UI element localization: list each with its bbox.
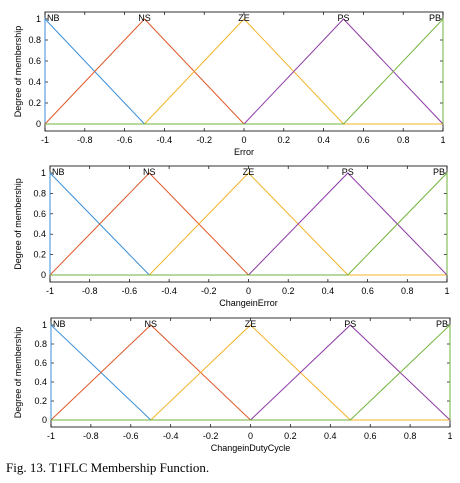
- y-tick-label: 0: [36, 119, 41, 129]
- x-tick-label: -0.4: [161, 286, 177, 296]
- x-tick-label: 0: [246, 286, 251, 296]
- x-tick-label: 1: [440, 135, 445, 145]
- x-tick-label: 0: [241, 135, 246, 145]
- y-tick-label: 0.4: [28, 77, 41, 87]
- x-tick-label: 0.8: [401, 286, 414, 296]
- series-ze-label: ZE: [245, 319, 257, 329]
- series-ps-label: PS: [342, 167, 354, 177]
- x-tick-label: -0.8: [83, 431, 99, 441]
- x-tick-label: -0.8: [82, 286, 98, 296]
- x-tick-label: 0.4: [324, 431, 337, 441]
- y-axis-label: Degree of membership: [13, 327, 23, 419]
- x-tick-label: -0.2: [203, 431, 219, 441]
- y-tick-label: 0.8: [34, 339, 47, 349]
- x-tick-label: 0.6: [357, 135, 370, 145]
- y-tick-label: 0.4: [33, 229, 46, 239]
- y-axis-label: Degree of membership: [13, 26, 23, 118]
- y-tick-label: 1: [36, 14, 41, 24]
- y-tick-label: 0.8: [28, 35, 41, 45]
- y-tick-label: 0.6: [34, 358, 47, 368]
- x-tick-label: 1: [444, 286, 449, 296]
- series-ns-label: NS: [138, 13, 151, 23]
- x-axis-label: ChangeinError: [219, 298, 278, 308]
- series-pb-label: PB: [436, 319, 448, 329]
- x-tick-label: -0.4: [163, 431, 179, 441]
- series-nb-label: NB: [47, 13, 60, 23]
- y-tick-label: 1: [42, 320, 47, 330]
- x-tick-label: 0.6: [364, 431, 377, 441]
- x-tick-label: -0.4: [157, 135, 173, 145]
- x-tick-label: -1: [47, 431, 55, 441]
- x-tick-label: -1: [41, 135, 49, 145]
- series-pb-line: [45, 17, 444, 125]
- x-tick-label: 0.8: [404, 431, 417, 441]
- y-tick-label: 1: [41, 168, 46, 178]
- series-ps-label: PS: [344, 319, 356, 329]
- y-tick-label: 0.2: [28, 98, 41, 108]
- x-tick-label: 0.2: [284, 431, 297, 441]
- series-pb-line: [50, 171, 448, 276]
- series-pb-label: PB: [433, 167, 445, 177]
- series-pb-label: PB: [429, 13, 441, 23]
- x-tick-label: -1: [46, 286, 54, 296]
- axes-frame: [44, 11, 444, 132]
- series-ze-label: ZE: [243, 167, 255, 177]
- x-tick-label: -0.6: [117, 135, 133, 145]
- y-tick-label: 0.2: [34, 396, 47, 406]
- x-tick-label: 0.8: [397, 135, 410, 145]
- x-tick-label: -0.8: [77, 135, 93, 145]
- x-tick-label: 0.6: [361, 286, 374, 296]
- series-ns-label: NS: [144, 319, 157, 329]
- y-axis-label: Degree of membership: [13, 178, 23, 270]
- series-ns-label: NS: [143, 167, 156, 177]
- x-tick-label: 0.4: [317, 135, 330, 145]
- x-tick-label: -0.6: [122, 286, 138, 296]
- y-tick-label: 0: [41, 270, 46, 280]
- x-tick-label: 1: [447, 431, 452, 441]
- x-tick-label: -0.6: [123, 431, 139, 441]
- figure-caption: Fig. 13. T1FLC Membership Function.: [6, 460, 210, 475]
- axes-frame: [50, 317, 451, 428]
- x-axis-label: ChangeinDutyCycle: [211, 443, 291, 453]
- series-pb-line: [51, 323, 451, 421]
- y-tick-label: 0.6: [28, 56, 41, 66]
- series-ps-label: PS: [337, 13, 349, 23]
- axes-frame: [49, 165, 448, 283]
- series-nb-label: NB: [53, 319, 66, 329]
- x-tick-label: -0.2: [196, 135, 212, 145]
- x-tick-label: 0.2: [278, 135, 291, 145]
- y-tick-label: 0.6: [33, 209, 46, 219]
- x-tick-label: 0.4: [322, 286, 335, 296]
- y-tick-label: 0.2: [33, 250, 46, 260]
- y-tick-label: 0.4: [34, 377, 47, 387]
- x-tick-label: 0: [248, 431, 253, 441]
- y-tick-label: 0.8: [33, 188, 46, 198]
- x-tick-label: -0.2: [201, 286, 217, 296]
- series-nb-label: NB: [52, 167, 65, 177]
- x-tick-label: 0.2: [282, 286, 295, 296]
- series-ze-label: ZE: [238, 13, 250, 23]
- y-tick-label: 0: [42, 415, 47, 425]
- x-axis-label: Error: [234, 147, 254, 157]
